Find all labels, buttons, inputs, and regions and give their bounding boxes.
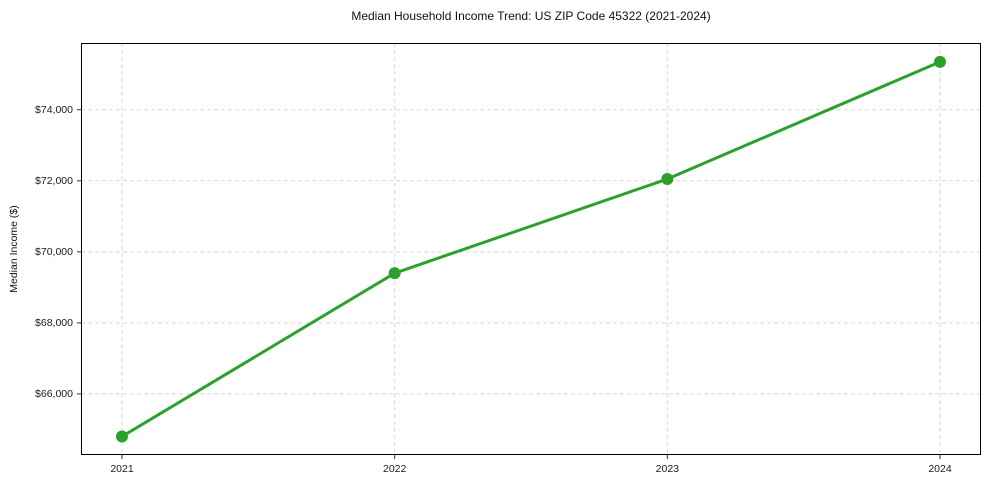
y-tick-label: $74,000 xyxy=(35,103,73,116)
data-point-marker xyxy=(661,173,674,186)
line-chart-svg xyxy=(77,43,981,459)
x-tick-label: 2024 xyxy=(928,463,952,475)
plot-area xyxy=(77,43,981,459)
chart-title: Median Household Income Trend: US ZIP Co… xyxy=(351,9,711,23)
y-tick-label: $68,000 xyxy=(35,316,73,329)
x-tick-label: 2022 xyxy=(382,463,407,475)
axes-spines xyxy=(81,43,981,455)
data-point-marker xyxy=(388,267,401,280)
data-point-marker xyxy=(116,430,128,443)
income-trend-line xyxy=(120,60,942,439)
data-point-marker xyxy=(934,55,946,68)
y-tick-label: $70,000 xyxy=(35,245,73,258)
y-tick-label: $66,000 xyxy=(35,387,73,400)
x-tick-label: 2023 xyxy=(655,463,680,475)
x-tick-label: 2021 xyxy=(110,463,134,475)
y-tick-label: $72,000 xyxy=(35,174,73,187)
